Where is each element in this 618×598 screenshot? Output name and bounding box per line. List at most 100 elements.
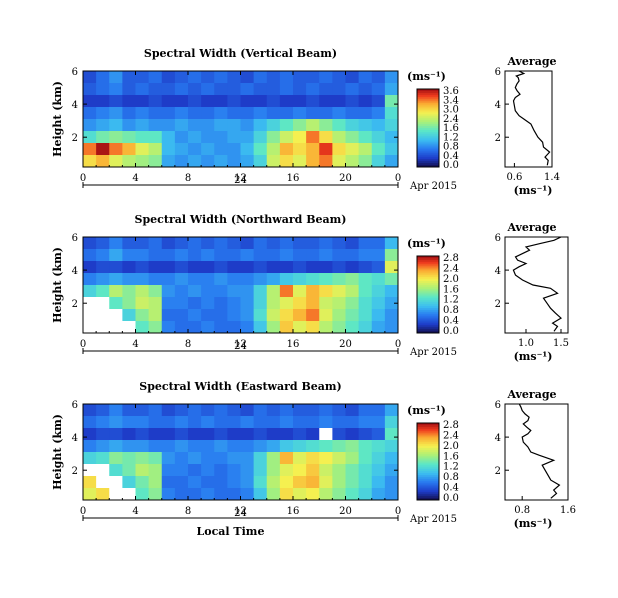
heatmap-cell xyxy=(109,131,123,144)
colorbar-swatch xyxy=(417,494,439,497)
heatmap-cell xyxy=(266,95,281,108)
heatmap-cell xyxy=(306,297,320,310)
colorbar-swatch xyxy=(417,304,439,307)
heatmap-cell xyxy=(319,440,333,453)
heatmap-cell xyxy=(345,428,360,441)
colorbar-swatch xyxy=(417,323,439,326)
heatmap-cell xyxy=(83,404,97,417)
heatmap-cell xyxy=(266,249,281,262)
heatmap-cell xyxy=(109,261,123,274)
average-profile: Average 2 4 6 0.6 1.4(ms⁻¹) xyxy=(495,55,560,197)
heatmap-cell xyxy=(253,440,268,453)
colorbar-swatch xyxy=(417,459,439,462)
heatmap-cell xyxy=(201,83,215,96)
heatmap-cell xyxy=(306,404,320,417)
heatmap-cell xyxy=(384,155,399,168)
heatmap-cell xyxy=(201,476,215,489)
colorbar-swatch xyxy=(417,277,439,280)
heatmap-cell xyxy=(345,416,360,429)
heatmap-cell xyxy=(227,107,242,120)
heatmap-cell xyxy=(135,404,150,417)
colorbar-swatch xyxy=(417,124,439,127)
heatmap-cell xyxy=(148,297,163,310)
heatmap-cell xyxy=(358,273,373,286)
colorbar-tick-label: 0.4 xyxy=(443,151,459,162)
heatmap-cell xyxy=(293,249,307,262)
heatmap-cell xyxy=(240,297,255,310)
heatmap-cell xyxy=(122,428,137,441)
colorbar-tick-label: 2.4 xyxy=(443,430,459,441)
heatmap-cell xyxy=(371,428,386,441)
colorbar-swatch xyxy=(417,288,439,292)
colorbar-swatch xyxy=(417,307,439,311)
heatmap-cell xyxy=(319,464,333,477)
colorbar-tick-label: 1.2 xyxy=(443,295,459,306)
heatmap-cell xyxy=(279,143,294,156)
colorbar-swatch xyxy=(417,159,439,162)
heatmap-cell xyxy=(227,416,242,429)
heatmap-cell xyxy=(174,440,189,453)
heatmap-cell xyxy=(122,71,137,84)
heatmap-cell xyxy=(253,131,268,144)
heatmap-cell xyxy=(293,321,307,334)
colorbar-swatch xyxy=(417,90,439,94)
heatmap-cell xyxy=(279,440,294,453)
heatmap-cell xyxy=(83,488,97,501)
heatmap-cell xyxy=(371,488,386,501)
heatmap-cell xyxy=(214,95,228,108)
heatmap-cell xyxy=(122,83,137,96)
heatmap-cell xyxy=(174,452,189,465)
heatmap-cell xyxy=(279,452,294,465)
heatmap-cell xyxy=(253,297,268,310)
heatmap-cell xyxy=(227,285,242,298)
heatmap-cell xyxy=(306,285,320,298)
colorbar-swatch xyxy=(417,463,439,466)
heatmap-cell xyxy=(293,107,307,120)
heatmap-cell xyxy=(306,488,320,501)
heatmap-cell xyxy=(148,107,163,120)
heatmap-cell xyxy=(174,249,189,262)
heatmap-cell xyxy=(266,476,281,489)
heatmap-cell xyxy=(214,83,228,96)
heatmap-cell xyxy=(384,428,399,441)
heatmap-cell xyxy=(188,143,202,156)
heatmap-cell xyxy=(293,488,307,501)
heatmap-cell xyxy=(306,261,320,274)
colorbar-swatch xyxy=(417,128,439,131)
heatmap-cell xyxy=(345,464,360,477)
heatmap-cell xyxy=(358,155,373,168)
heatmap-cell xyxy=(358,71,373,84)
heatmap-cell xyxy=(319,416,333,429)
heatmap-cell xyxy=(332,273,347,286)
heatmap-cell xyxy=(384,83,399,96)
heatmap-cell xyxy=(96,416,110,429)
heatmap-cell xyxy=(293,155,307,168)
colorbar-swatch xyxy=(417,118,439,121)
heatmap-cell xyxy=(201,119,215,132)
profile-title: Average xyxy=(506,55,556,68)
heatmap-cell xyxy=(332,119,347,132)
heatmap-cell xyxy=(122,404,137,417)
heatmap-cell xyxy=(371,237,386,250)
colorbar-swatch xyxy=(417,282,439,286)
colorbar-swatch xyxy=(417,281,439,284)
colorbar-swatch xyxy=(417,112,439,115)
heatmap-cell xyxy=(135,321,150,334)
heatmap-cell xyxy=(109,107,123,120)
colorbar-swatch xyxy=(417,315,439,319)
heatmap-cell xyxy=(227,476,242,489)
heatmap-cell xyxy=(384,249,399,262)
heatmap-cell xyxy=(214,237,228,250)
heatmap-cell xyxy=(161,476,176,489)
heatmap-cell xyxy=(148,464,163,477)
profile-line xyxy=(518,403,561,499)
heatmap-cell xyxy=(306,143,320,156)
heatmap-cell xyxy=(83,107,97,120)
heatmap-cell xyxy=(371,273,386,286)
heatmap-cell xyxy=(266,309,281,322)
heatmap-cell xyxy=(214,428,228,441)
profile-title: Average xyxy=(506,388,556,401)
heatmap-cell xyxy=(345,440,360,453)
